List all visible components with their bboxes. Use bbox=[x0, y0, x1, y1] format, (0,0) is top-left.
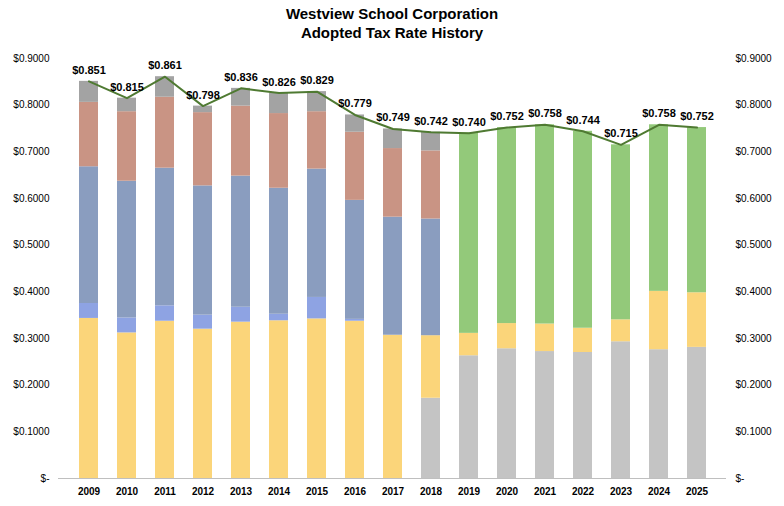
svg-text:2022: 2022 bbox=[572, 486, 595, 497]
svg-text:$0.1000: $0.1000 bbox=[13, 426, 50, 437]
svg-text:$0.779: $0.779 bbox=[338, 97, 372, 109]
svg-text:2020: 2020 bbox=[496, 486, 519, 497]
svg-text:2010: 2010 bbox=[116, 486, 139, 497]
svg-text:$0.7000: $0.7000 bbox=[736, 146, 773, 157]
svg-text:$0.826: $0.826 bbox=[262, 76, 296, 88]
svg-text:$0.715: $0.715 bbox=[604, 127, 638, 139]
svg-text:2015: 2015 bbox=[306, 486, 329, 497]
svg-text:$0.2000: $0.2000 bbox=[13, 379, 50, 390]
html-text:Westview School Corporation: Westview School Corporation bbox=[285, 5, 499, 22]
svg-text:$0.4000: $0.4000 bbox=[13, 286, 50, 297]
svg-text:$0.815: $0.815 bbox=[110, 81, 144, 93]
svg-text:$0.1000: $0.1000 bbox=[736, 426, 773, 437]
svg-text:2011: 2011 bbox=[154, 486, 176, 497]
svg-text:$0.798: $0.798 bbox=[186, 89, 220, 101]
svg-text:$0.752: $0.752 bbox=[680, 110, 714, 122]
svg-text:$0.744: $0.744 bbox=[566, 114, 601, 126]
svg-text:$0.3000: $0.3000 bbox=[736, 333, 773, 344]
svg-text:$0.851: $0.851 bbox=[72, 64, 106, 76]
html-text:Adopted Tax Rate History: Adopted Tax Rate History bbox=[300, 24, 484, 41]
svg-text:$-: $- bbox=[736, 473, 745, 484]
svg-text:2009: 2009 bbox=[78, 486, 101, 497]
svg-text:$0.749: $0.749 bbox=[376, 111, 410, 123]
svg-text:$0.829: $0.829 bbox=[300, 74, 334, 86]
svg-text:$0.9000: $0.9000 bbox=[736, 53, 773, 64]
svg-text:2021: 2021 bbox=[534, 486, 557, 497]
svg-text:$-: $- bbox=[41, 473, 50, 484]
svg-text:$0.5000: $0.5000 bbox=[736, 239, 773, 250]
svg-text:$0.3000: $0.3000 bbox=[13, 333, 50, 344]
svg-text:$0.7000: $0.7000 bbox=[13, 146, 50, 157]
svg-text:2019: 2019 bbox=[458, 486, 481, 497]
svg-text:2016: 2016 bbox=[344, 486, 367, 497]
svg-text:$0.752: $0.752 bbox=[490, 110, 524, 122]
svg-text:$0.758: $0.758 bbox=[528, 107, 562, 119]
svg-text:2018: 2018 bbox=[420, 486, 443, 497]
svg-text:$0.8000: $0.8000 bbox=[736, 99, 773, 110]
svg-text:2024: 2024 bbox=[648, 486, 671, 497]
svg-text:$0.861: $0.861 bbox=[148, 59, 182, 71]
svg-text:$0.6000: $0.6000 bbox=[736, 193, 773, 204]
svg-text:2013: 2013 bbox=[230, 486, 253, 497]
svg-text:$0.5000: $0.5000 bbox=[13, 239, 50, 250]
svg-text:$0.9000: $0.9000 bbox=[13, 53, 50, 64]
svg-text:$0.8000: $0.8000 bbox=[13, 99, 50, 110]
svg-text:$0.836: $0.836 bbox=[224, 71, 258, 83]
svg-text:2025: 2025 bbox=[686, 486, 709, 497]
svg-text:2014: 2014 bbox=[268, 486, 291, 497]
svg-text:$0.740: $0.740 bbox=[452, 116, 486, 128]
svg-text:2023: 2023 bbox=[610, 486, 633, 497]
svg-text:2012: 2012 bbox=[192, 486, 215, 497]
svg-text:$0.758: $0.758 bbox=[642, 107, 676, 119]
svg-text:$0.4000: $0.4000 bbox=[736, 286, 773, 297]
svg-text:$0.2000: $0.2000 bbox=[736, 379, 773, 390]
svg-text:$0.742: $0.742 bbox=[414, 115, 448, 127]
svg-text:2017: 2017 bbox=[382, 486, 405, 497]
svg-text:$0.6000: $0.6000 bbox=[13, 193, 50, 204]
